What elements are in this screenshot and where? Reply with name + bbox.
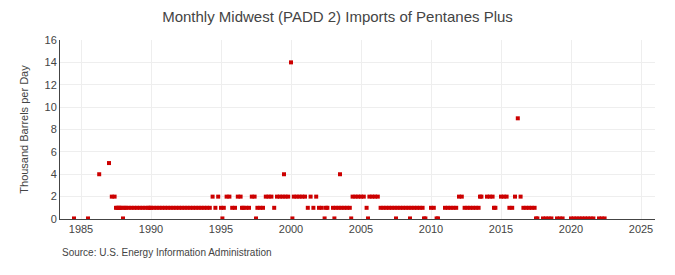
svg-text:2005: 2005: [349, 223, 373, 235]
svg-text:14: 14: [45, 56, 57, 68]
svg-text:1995: 1995: [209, 223, 233, 235]
svg-text:1985: 1985: [69, 223, 93, 235]
svg-text:4: 4: [51, 168, 57, 180]
svg-text:8: 8: [51, 123, 57, 135]
svg-text:2010: 2010: [419, 223, 443, 235]
svg-text:0: 0: [51, 213, 57, 225]
svg-text:10: 10: [45, 101, 57, 113]
svg-text:Thousand Barrels per Day: Thousand Barrels per Day: [18, 65, 30, 194]
svg-text:2015: 2015: [489, 223, 513, 235]
svg-text:16: 16: [45, 34, 57, 46]
svg-text:12: 12: [45, 79, 57, 91]
svg-text:2025: 2025: [629, 223, 653, 235]
svg-text:6: 6: [51, 146, 57, 158]
svg-text:2000: 2000: [279, 223, 303, 235]
svg-text:Source: U.S. Energy Informatio: Source: U.S. Energy Information Administ…: [62, 247, 272, 258]
svg-text:2: 2: [51, 190, 57, 202]
svg-text:2020: 2020: [559, 223, 583, 235]
svg-text:Monthly Midwest (PADD 2) Impor: Monthly Midwest (PADD 2) Imports of Pent…: [162, 8, 513, 25]
svg-text:1990: 1990: [139, 223, 163, 235]
